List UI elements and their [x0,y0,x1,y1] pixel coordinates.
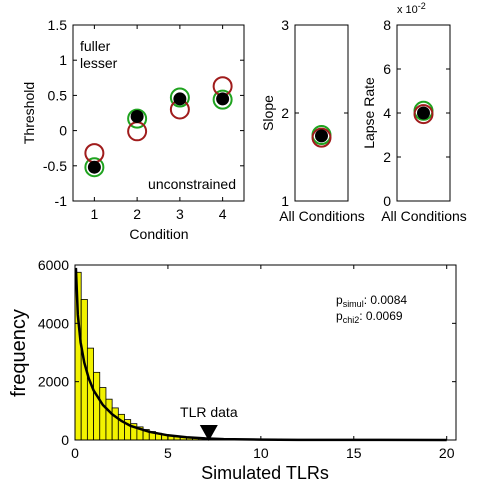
lapse-rate-panel: 0 2 4 6 8 Lapse Rate All Conditions x 10-2 [361,1,467,224]
histogram-axes-box [74,264,457,441]
threshold-y-tick-label: 0 [59,123,67,139]
tlr-data-label: TLR data [180,404,238,420]
threshold-y-tick-label: 0.5 [48,87,68,103]
threshold-y-tick-label: 1.5 [48,17,68,33]
slope-point-lesser [311,127,332,148]
threshold-point-fuller [169,87,190,108]
threshold-x-tick-label: 3 [176,206,184,222]
histogram-bar [93,371,101,441]
p-chi2-prefix: p [336,309,343,323]
histogram-x-tick-label: 5 [164,445,172,461]
threshold-point-unconstrained [130,110,144,124]
threshold-y-tick-label: -1 [55,193,68,209]
slope-axes-box [294,24,349,202]
legend-entry-lesser: lesser [80,55,118,71]
p-simul-stat: psimul: 0.0084 [336,293,407,309]
histogram-y-label: frequency [8,309,30,397]
tlr-data-marker [199,425,218,441]
lapse-rate-scale-label: x 10-2 [397,1,426,16]
slope-point-unconstrained [315,129,328,143]
histogram-y-tick-label: 4000 [38,315,69,331]
lapse-y-tick-label: 2 [383,149,391,165]
scale-base: x 10 [397,4,418,16]
p-simul-sub: simul [343,299,364,309]
p-chi2-sub: chi2 [343,315,360,325]
histogram-panel: TLR data 0 2000 4000 6000 0 5 10 15 20 frequency… [8,257,457,483]
histogram-bar [99,387,107,441]
histogram-x-tick-label: 20 [439,445,455,461]
histogram-bar [111,407,119,441]
threshold-x-label: Condition [129,226,188,242]
lapse-rate-x-label: All Conditions [381,208,467,224]
slope-x-label: All Conditions [279,208,365,224]
threshold-x-tick-label: 2 [133,206,141,222]
lapse-y-tick-label: 6 [383,61,391,77]
lapse-point-unconstrained [417,106,430,120]
lapse-rate-y-label: Lapse Rate [361,77,377,149]
slope-y-tick-label: 1 [281,193,289,209]
threshold-point-unconstrained [173,92,187,106]
lapse-point-lesser [413,104,434,125]
slope-y-label: Slope [260,95,276,131]
p-chi2-stat: pchi2: 0.0069 [336,309,403,325]
lapse-y-tick-label: 0 [383,193,391,209]
lapse-y-tick-label: 4 [383,105,391,121]
slope-panel: 1 2 3 Slope All Conditions [260,17,365,224]
histogram-x-tick-label: 10 [253,445,269,461]
p-simul-prefix: p [336,293,343,307]
threshold-y-tick-label: -0.5 [43,158,67,174]
threshold-panel: -1 -0.5 0 0.5 1 1.5 1 2 3 4 Threshold Condition f… [21,17,245,242]
histogram-bar [86,347,94,441]
threshold-y-tick-label: 1 [59,52,67,68]
slope-y-tick-label: 3 [281,17,289,33]
histogram-x-tick-label: 0 [71,445,79,461]
histogram-x-label: Simulated TLRs [201,463,329,483]
threshold-y-label: Threshold [21,82,37,144]
p-chi2-value: : 0.0069 [359,309,403,323]
lapse-y-tick-label: 8 [383,17,391,33]
threshold-point-unconstrained [216,92,230,106]
p-simul-value: : 0.0084 [364,293,408,307]
slope-y-tick-label: 2 [281,105,289,121]
histogram-y-tick-label: 0 [61,432,69,448]
unconstrained-annotation: unconstrained [148,176,236,192]
histogram-y-tick-label: 2000 [38,374,69,390]
histogram-y-tick-label: 6000 [38,257,69,273]
threshold-point-unconstrained [87,160,101,174]
histogram-bar [105,398,113,441]
threshold-point-fuller [84,157,105,178]
threshold-point-fuller [127,108,148,129]
legend-entry-fuller: fuller [80,38,111,54]
histogram-x-tick-label: 15 [346,445,362,461]
threshold-point-fuller [212,89,233,110]
threshold-x-tick-label: 1 [90,206,98,222]
threshold-x-tick-label: 4 [219,206,227,222]
scale-exponent: -2 [418,1,426,11]
